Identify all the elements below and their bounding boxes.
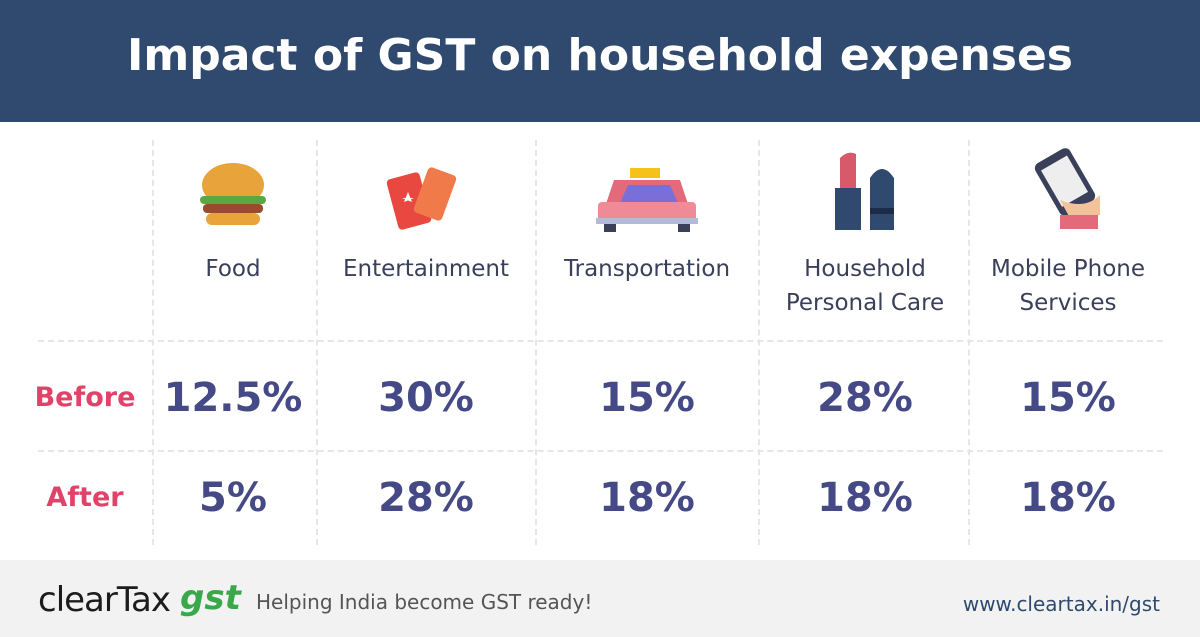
divider [758, 140, 760, 545]
row-label: After [46, 482, 124, 513]
row-label: Before [34, 382, 136, 413]
url: www.cleartax.in/gst [962, 592, 1160, 616]
cell: 28% [817, 375, 913, 421]
column-label: Mobile Phone Services [990, 256, 1145, 316]
tagline: Helping India become GST ready! [256, 590, 593, 614]
mobile-icon [1034, 148, 1100, 229]
footer: clearTax gst Helping India become GST re… [0, 560, 1200, 637]
cell: 15% [599, 375, 695, 421]
divider [535, 140, 537, 545]
cell: 28% [378, 475, 474, 521]
cell: 12.5% [163, 375, 303, 421]
column-label: Food [205, 256, 261, 282]
cell: 18% [599, 475, 695, 521]
logo-suffix: gst [180, 578, 241, 618]
entertainment-icon [386, 167, 457, 230]
cell: 5% [199, 475, 267, 521]
divider [38, 450, 1163, 452]
cell: 30% [378, 375, 474, 421]
transportation-icon [596, 168, 698, 232]
column-label: Transportation [563, 256, 731, 282]
divider [316, 140, 318, 545]
cell: 15% [1020, 375, 1116, 421]
food-icon [200, 163, 266, 225]
icons [200, 148, 1100, 232]
divider [38, 340, 1163, 342]
cell: 18% [817, 475, 913, 521]
column-label: Household Personal Care [785, 256, 945, 316]
divider [968, 140, 970, 545]
title: Impact of GST on household expenses [127, 30, 1073, 81]
cell: 18% [1020, 475, 1116, 521]
column-label: Entertainment [343, 256, 509, 282]
household-icon [835, 152, 894, 230]
header: Impact of GST on household expenses [0, 0, 1200, 122]
logo: clearTax [38, 580, 171, 620]
divider [152, 140, 154, 545]
